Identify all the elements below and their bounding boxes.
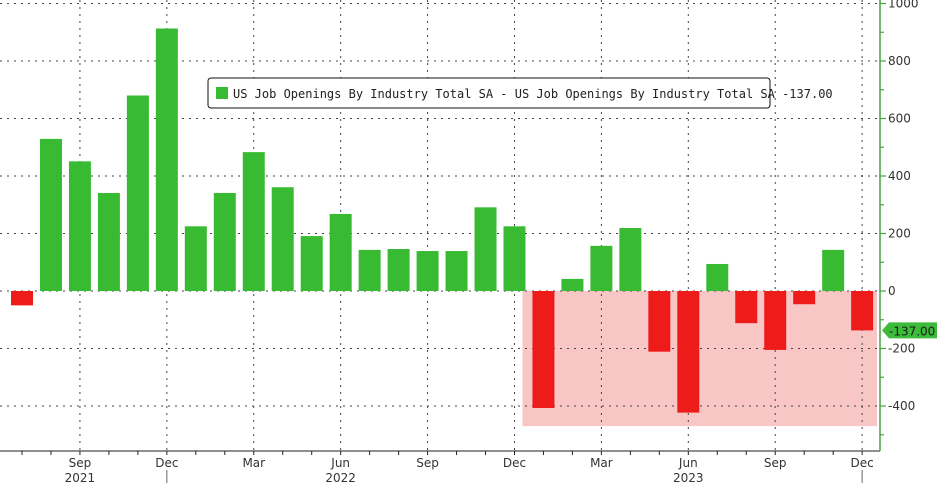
shaded-region [522,291,877,427]
last-value-tag [882,322,937,339]
legend-swatch [216,87,228,99]
x-tick-label: Mar [590,456,613,470]
bar-2022-12 [503,226,526,291]
bar-2021-07 [11,291,33,306]
bar-2022-03 [242,152,265,291]
x-tick-label: Sep [416,456,439,470]
bar-2021-10 [97,192,120,291]
x-tick-label: Sep [69,456,92,470]
bar-2023-12 [851,291,874,331]
bar-2022-06 [329,213,352,291]
bar-2021-12 [155,28,178,291]
bar-2023-07 [706,263,729,291]
bar-2023-02 [561,278,584,291]
bar-2022-02 [213,192,236,291]
shaded-region-layer [522,291,877,427]
y-tick-label: 200 [888,227,911,241]
legend-label: US Job Openings By Industry Total SA - U… [233,87,833,101]
bar-2021-08 [39,138,62,291]
x-tick-label: Sep [764,456,787,470]
bar-2021-09 [68,161,91,291]
x-tick-label: Jun [678,456,698,470]
y-tick-label: 800 [888,54,911,68]
bar-2022-09 [416,251,439,291]
x-tick-label: Mar [242,456,265,470]
y-tick-label: 1000 [888,0,919,11]
year-label: 2023 [673,471,704,483]
bar-2021-11 [126,95,149,291]
x-tick-label: Dec [851,456,874,470]
bar-2022-11 [474,207,497,291]
bar-2023-10 [793,291,816,305]
y-tick-label: -200 [888,342,915,356]
y-tick-label: 0 [888,284,896,298]
x-tick-label: Jun [330,456,350,470]
bar-2022-08 [387,249,410,291]
x-tick-label: Dec [155,456,178,470]
bar-2023-06 [677,291,700,413]
bar-2023-11 [822,249,845,291]
y-tick-label: -400 [888,399,915,413]
bar-2023-05 [648,291,671,352]
last-value-label: -137.00 [889,324,935,338]
legend: US Job Openings By Industry Total SA - U… [207,77,833,109]
bars-layer [11,28,874,413]
bar-2022-10 [445,251,468,291]
year-label: 2021 [65,471,96,483]
x-tick-label: Dec [503,456,526,470]
bar-2023-01 [532,291,555,409]
bar-2022-07 [358,249,381,291]
bar-2022-04 [271,187,294,291]
bar-2023-08 [735,291,758,324]
bar-2022-05 [300,236,323,291]
bar-2023-04 [619,228,642,291]
bar-2022-01 [184,226,207,291]
year-label: 2022 [325,471,356,483]
y-tick-label: 600 [888,112,911,126]
bar-2023-03 [590,245,613,291]
legend-box [207,77,771,109]
bar-2023-09 [764,291,787,350]
y-tick-label: 400 [888,169,911,183]
